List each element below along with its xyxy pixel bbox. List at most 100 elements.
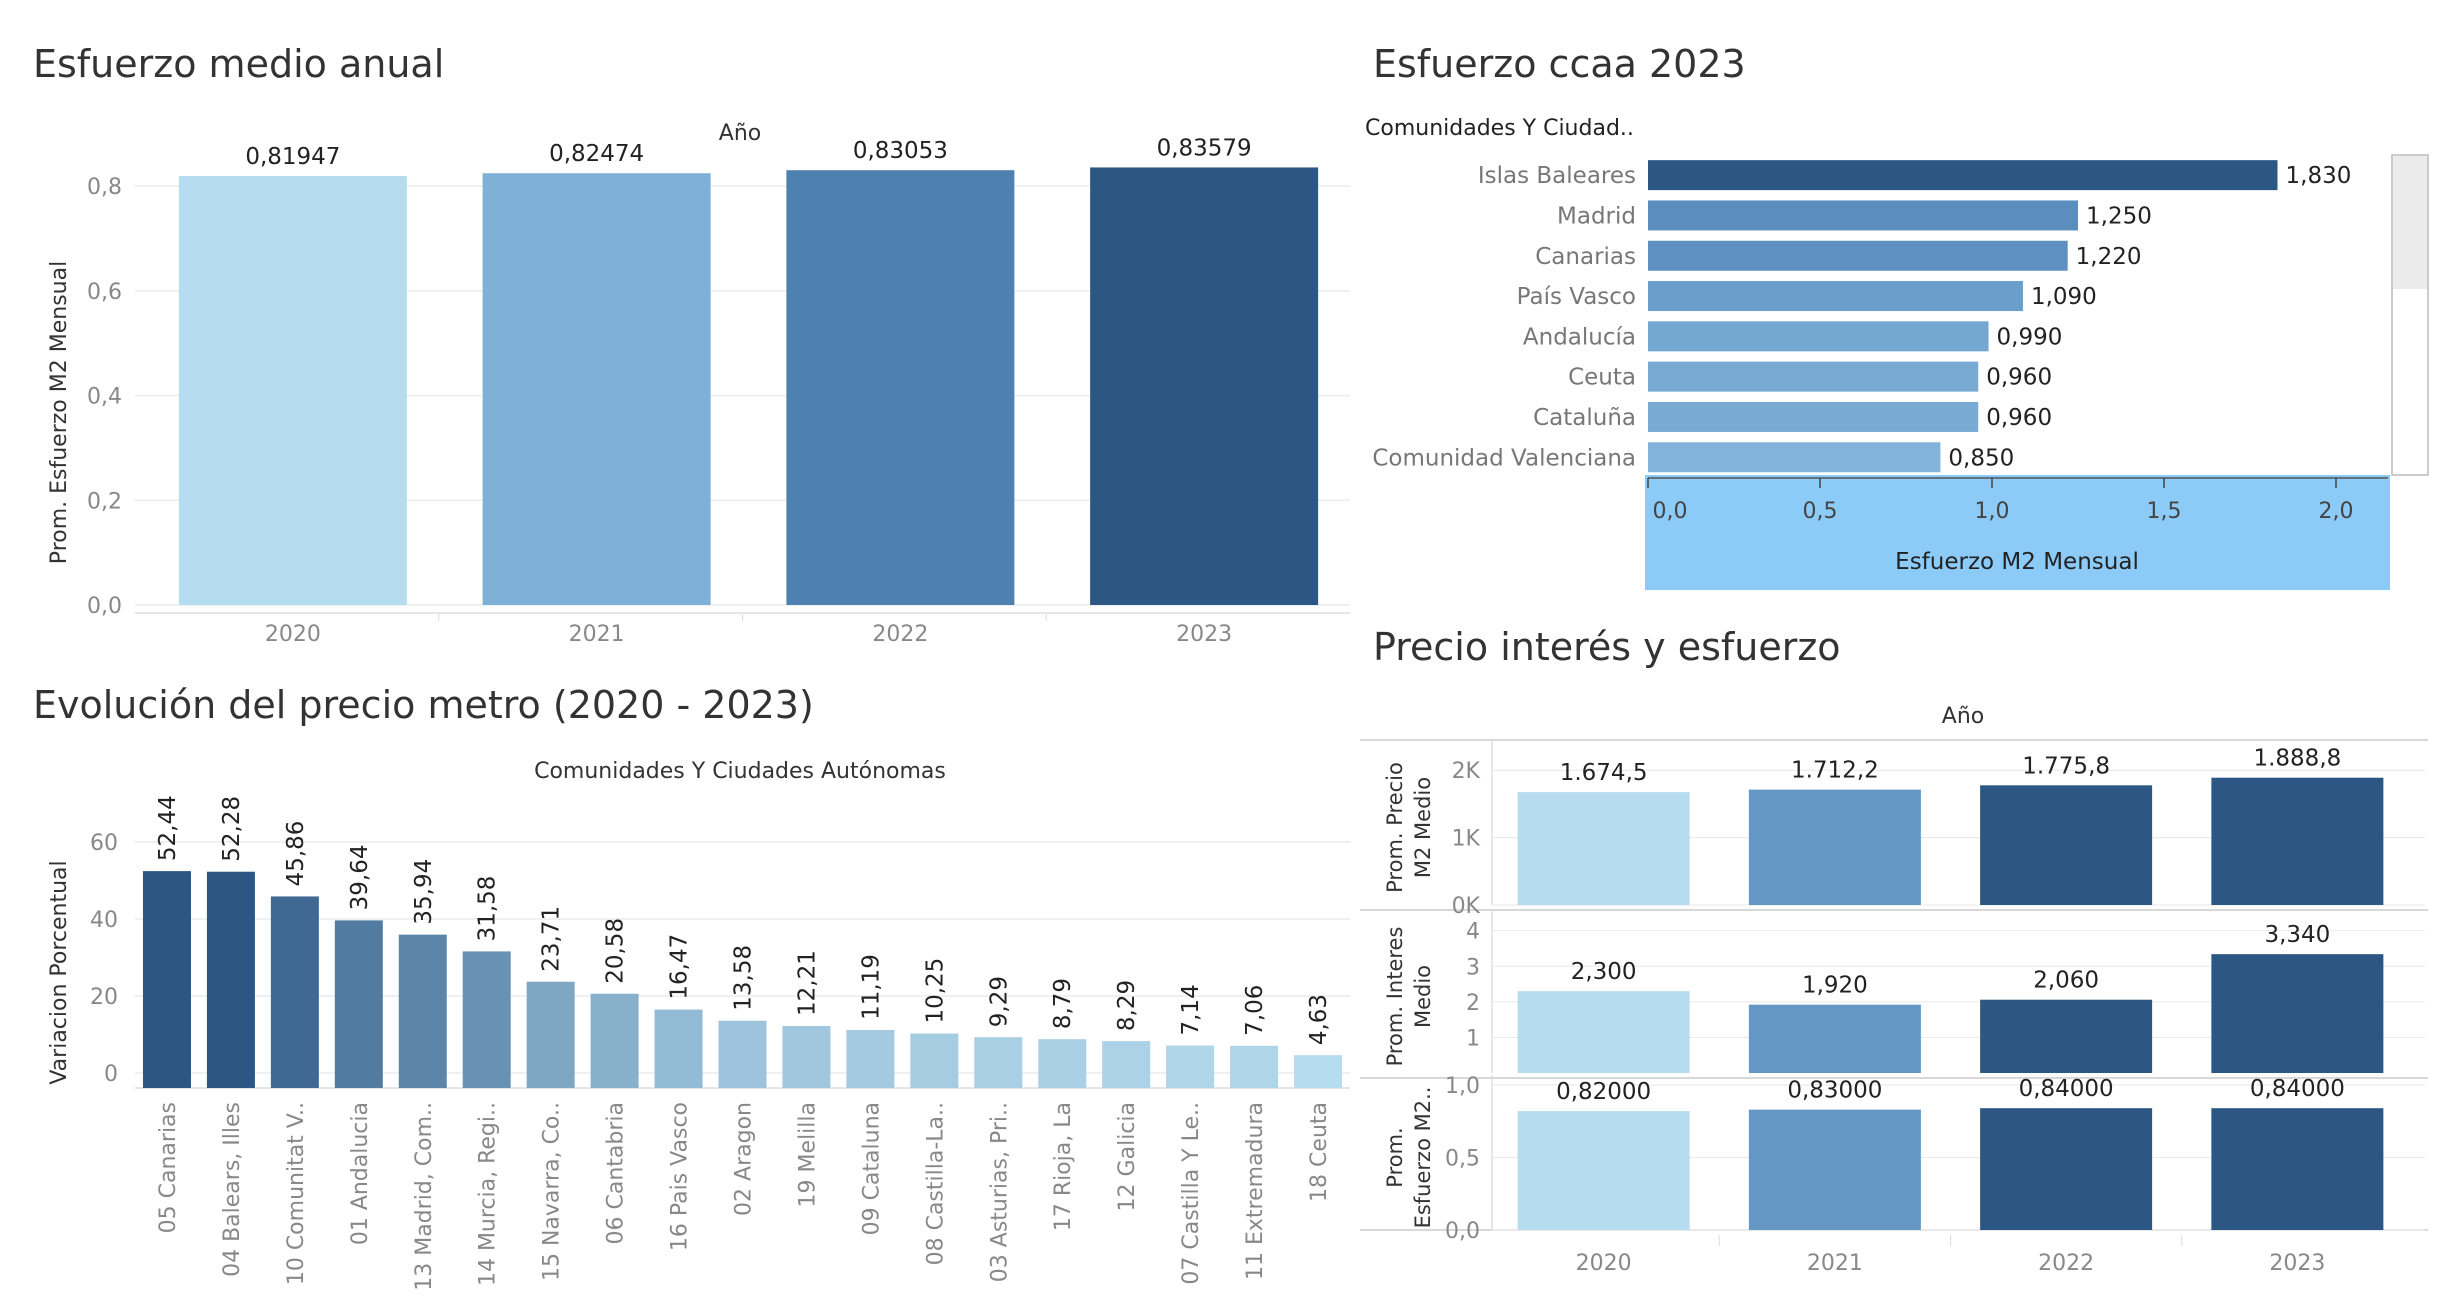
combined-bar	[1980, 1108, 2153, 1230]
evolution-x-tick-label: 14 Murcia, Regi..	[476, 1102, 501, 1286]
ccaa-bar	[1648, 240, 2068, 271]
annual-x-tick-label: 2021	[569, 622, 625, 647]
combined-value-label: 1,920	[1802, 973, 1868, 999]
ccaa-category-label: Andalucía	[1523, 324, 1636, 350]
evolution-bar-chart[interactable]: Comunidades Y Ciudades Autónomas Variacio…	[0, 740, 1360, 1306]
combined-value-label: 1.712,2	[1791, 758, 1879, 784]
ccaa-scrollbar-thumb	[2393, 156, 2427, 289]
evolution-column-header: Comunidades Y Ciudades Autónomas	[534, 759, 946, 784]
evolution-x-tick-label: 17 Rioja, La	[1051, 1102, 1076, 1231]
combined-y-tick-label: 3	[1466, 955, 1480, 980]
ccaa-bar	[1648, 281, 2023, 312]
ccaa-value-label: 1,090	[2031, 284, 2097, 310]
combined-bar	[1748, 789, 1921, 905]
ccaa-bar	[1648, 442, 1941, 473]
annual-x-tick-label: 2020	[265, 622, 321, 647]
combined-bar	[2211, 777, 2384, 905]
evolution-value-label: 52,44	[155, 795, 181, 861]
annual-y-tick-label: 0,2	[87, 489, 122, 514]
ccaa-category-label: Islas Baleares	[1478, 163, 1636, 189]
evolution-bar	[1294, 1055, 1343, 1088]
annual-y-axis-label: Prom. Esfuerzo M2 Mensual	[47, 261, 72, 564]
evolution-value-label: 23,71	[539, 906, 565, 972]
ccaa-value-label: 1,220	[2076, 244, 2142, 270]
combined-x-tick-label: 2023	[2269, 1251, 2325, 1276]
combined-value-label: 0,84000	[2019, 1076, 2114, 1102]
ccaa-value-label: 0,960	[1986, 365, 2052, 391]
evolution-y-tick-label: 20	[90, 985, 118, 1010]
combined-value-label: 3,340	[2264, 922, 2330, 948]
ccaa-x-axis-label: Esfuerzo M2 Mensual	[1895, 549, 2139, 575]
annual-x-tick-label: 2022	[872, 622, 928, 647]
evolution-x-tick-label: 19 Melilla	[795, 1102, 820, 1207]
evolution-bar	[782, 1025, 831, 1088]
ccaa-x-tick-label: 1,0	[1975, 499, 2010, 524]
annual-bar-2021	[482, 173, 711, 605]
combined-bar	[1517, 1111, 1690, 1230]
evolution-y-tick-label: 0	[104, 1062, 118, 1087]
ccaa-bar	[1648, 160, 2278, 191]
ccaa-category-label: Cataluña	[1533, 405, 1636, 431]
combined-value-label: 0,83000	[1787, 1078, 1882, 1104]
combined-y-tick-label: 0,5	[1445, 1147, 1480, 1172]
evolution-x-tick-label: 04 Balears, Illes	[220, 1102, 245, 1277]
evolution-y-tick-label: 60	[90, 831, 118, 856]
evolution-value-label: 8,79	[1050, 978, 1076, 1029]
annual-chart-title: Esfuerzo medio anual	[33, 42, 445, 86]
ccaa-category-label: Ceuta	[1568, 365, 1636, 391]
evolution-x-tick-label: 02 Aragon	[732, 1102, 757, 1216]
annual-bar-2022	[786, 170, 1015, 605]
ccaa-bar	[1648, 401, 1979, 432]
evolution-value-label: 7,14	[1178, 984, 1204, 1035]
evolution-bar	[974, 1037, 1023, 1088]
combined-bar	[1980, 785, 2153, 905]
evolution-value-label: 13,58	[731, 945, 757, 1011]
ccaa-category-label: Canarias	[1535, 244, 1636, 270]
evolution-x-tick-label: 11 Extremadura	[1243, 1102, 1268, 1280]
evolution-x-tick-label: 09 Cataluna	[859, 1102, 884, 1235]
evolution-value-label: 16,47	[667, 934, 693, 1000]
evolution-value-label: 39,64	[347, 845, 373, 911]
evolution-value-label: 31,58	[475, 876, 501, 942]
evolution-bar	[270, 896, 319, 1088]
combined-panel-chart[interactable]: Año Prom. Precio M2 Medio 0K 1K 2K 1.674,5 1.71…	[1340, 690, 2438, 1306]
ccaa-x-tick-label: 0,0	[1653, 499, 1688, 524]
combined-y-tick-label: 1K	[1452, 827, 1481, 852]
ccaa-chart-title: Esfuerzo ccaa 2023	[1373, 42, 1746, 86]
annual-bar-2020	[178, 175, 407, 606]
ccaa-value-label: 0,990	[1997, 324, 2063, 350]
annual-y-tick-label: 0,0	[87, 594, 122, 619]
evolution-value-label: 9,29	[986, 976, 1012, 1027]
evolution-x-tick-label: 16 Pais Vasco	[668, 1102, 693, 1251]
combined-y-tick-label: 0,0	[1445, 1219, 1480, 1244]
evolution-value-label: 7,06	[1242, 985, 1268, 1036]
evolution-x-tick-label: 15 Navarra, Co..	[540, 1102, 565, 1281]
evolution-x-tick-label: 13 Madrid, Com..	[412, 1102, 437, 1291]
ccaa-horizontal-bar-chart[interactable]: Comunidades Y Ciudad.. Islas Baleares 1,83…	[1340, 100, 2438, 600]
combined-bar	[1748, 1109, 1921, 1230]
combined-value-label: 1.674,5	[1560, 760, 1648, 786]
combined-bar	[1517, 792, 1690, 905]
evolution-x-tick-label: 10 Comunitat V..	[284, 1102, 309, 1285]
ccaa-value-label: 0,960	[1986, 405, 2052, 431]
evolution-bar	[206, 871, 255, 1088]
annual-column-header: Año	[719, 121, 761, 146]
combined-bar	[1517, 991, 1690, 1073]
evolution-y-tick-label: 40	[90, 908, 118, 933]
annual-y-tick-label: 0,8	[87, 175, 122, 200]
annual-y-tick-label: 0,6	[87, 280, 122, 305]
evolution-bar	[1102, 1041, 1151, 1088]
evolution-bar	[526, 981, 575, 1088]
evolution-value-label: 52,28	[219, 796, 245, 862]
combined-value-label: 1.775,8	[2022, 753, 2110, 779]
combined-value-label: 2,300	[1571, 959, 1637, 985]
evolution-x-tick-label: 03 Asturias, Pri..	[987, 1102, 1012, 1282]
combined-column-header: Año	[1942, 704, 1984, 729]
combined-panel-y-label: Prom. Precio	[1383, 762, 1407, 893]
evolution-bar	[910, 1033, 959, 1088]
evolution-bar	[846, 1029, 895, 1088]
evolution-value-label: 35,94	[411, 859, 437, 925]
annual-bar-chart[interactable]: Año Prom. Esfuerzo M2 Mensual 0,0 0,2 0,4 0,6…	[0, 100, 1360, 660]
combined-y-tick-label: 2	[1466, 991, 1480, 1016]
evolution-bar	[1038, 1039, 1087, 1088]
